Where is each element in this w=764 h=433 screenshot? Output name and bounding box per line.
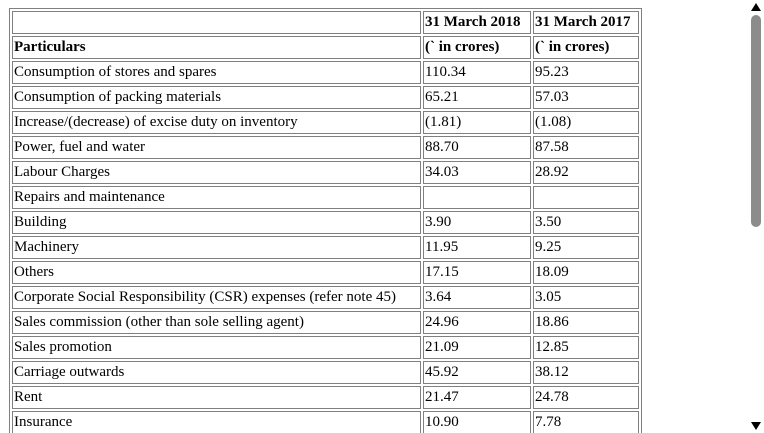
value-2017-cell: 87.58 (533, 136, 639, 159)
particulars-cell: Insurance (12, 411, 421, 433)
table-row: Machinery 11.95 9.25 (12, 236, 639, 259)
header-2018-unit: (` in crores) (423, 36, 531, 59)
table-row: Repairs and maintenance (12, 186, 639, 209)
value-2018-cell: 11.95 (423, 236, 531, 259)
header-2017-date: 31 March 2017 (533, 11, 639, 34)
value-2017-cell: 3.05 (533, 286, 639, 309)
particulars-cell: Sales promotion (12, 336, 421, 359)
value-2018-cell: 21.47 (423, 386, 531, 409)
particulars-cell: Corporate Social Responsibility (CSR) ex… (12, 286, 421, 309)
particulars-cell: Consumption of stores and spares (12, 61, 421, 84)
value-2018-cell: 21.09 (423, 336, 531, 359)
table-row: Corporate Social Responsibility (CSR) ex… (12, 286, 639, 309)
value-2018-cell: 45.92 (423, 361, 531, 384)
particulars-cell: Rent (12, 386, 421, 409)
document-viewport: 31 March 2018 31 March 2017 Particulars … (9, 8, 642, 433)
value-2018-cell: 3.90 (423, 211, 531, 234)
table-row: Sales commission (other than sole sellin… (12, 311, 639, 334)
expenses-table: 31 March 2018 31 March 2017 Particulars … (9, 8, 642, 433)
value-2018-cell: 3.64 (423, 286, 531, 309)
particulars-cell: Power, fuel and water (12, 136, 421, 159)
value-2017-cell: 28.92 (533, 161, 639, 184)
value-2018-cell: 24.96 (423, 311, 531, 334)
value-2018-cell: 65.21 (423, 86, 531, 109)
value-2018-cell: 34.03 (423, 161, 531, 184)
table-row: Consumption of stores and spares 110.34 95… (12, 61, 639, 84)
table-body: 31 March 2018 31 March 2017 Particulars … (12, 11, 639, 433)
table-header-row-2: Particulars (` in crores) (` in crores) (12, 36, 639, 59)
value-2018-cell: 110.34 (423, 61, 531, 84)
table-row: Building 3.90 3.50 (12, 211, 639, 234)
value-2017-cell: 38.12 (533, 361, 639, 384)
particulars-cell: Building (12, 211, 421, 234)
value-2017-cell: 9.25 (533, 236, 639, 259)
scroll-up-arrow-icon[interactable] (751, 3, 761, 11)
particulars-cell: Repairs and maintenance (12, 186, 421, 209)
table-row: Insurance 10.90 7.78 (12, 411, 639, 433)
table-row: Labour Charges 34.03 28.92 (12, 161, 639, 184)
value-2017-cell: 7.78 (533, 411, 639, 433)
header-2018-date: 31 March 2018 (423, 11, 531, 34)
scroll-thumb[interactable] (751, 15, 761, 227)
particulars-cell: Consumption of packing materials (12, 86, 421, 109)
value-2017-cell: 24.78 (533, 386, 639, 409)
table-row: Consumption of packing materials 65.21 57.… (12, 86, 639, 109)
value-2017-cell: 95.23 (533, 61, 639, 84)
value-2017-cell: 3.50 (533, 211, 639, 234)
value-2018-cell: 88.70 (423, 136, 531, 159)
value-2018-cell: 17.15 (423, 261, 531, 284)
value-2018-cell: 10.90 (423, 411, 531, 433)
table-row: Power, fuel and water 88.70 87.58 (12, 136, 639, 159)
value-2018-cell (423, 186, 531, 209)
header-particulars-top (12, 11, 421, 34)
value-2017-cell (533, 186, 639, 209)
table-header-row-1: 31 March 2018 31 March 2017 (12, 11, 639, 34)
particulars-cell: Sales commission (other than sole sellin… (12, 311, 421, 334)
value-2017-cell: 18.09 (533, 261, 639, 284)
header-2017-unit: (` in crores) (533, 36, 639, 59)
table-row: Sales promotion 21.09 12.85 (12, 336, 639, 359)
table-row: Others 17.15 18.09 (12, 261, 639, 284)
particulars-cell: Machinery (12, 236, 421, 259)
value-2017-cell: 57.03 (533, 86, 639, 109)
table-row: Increase/(decrease) of excise duty on in… (12, 111, 639, 134)
value-2018-cell: (1.81) (423, 111, 531, 134)
value-2017-cell: 12.85 (533, 336, 639, 359)
vertical-scrollbar[interactable] (748, 0, 764, 433)
table-row: Rent 21.47 24.78 (12, 386, 639, 409)
value-2017-cell: 18.86 (533, 311, 639, 334)
particulars-cell: Carriage outwards (12, 361, 421, 384)
particulars-cell: Others (12, 261, 421, 284)
header-particulars: Particulars (12, 36, 421, 59)
particulars-cell: Labour Charges (12, 161, 421, 184)
particulars-cell: Increase/(decrease) of excise duty on in… (12, 111, 421, 134)
table-row: Carriage outwards 45.92 38.12 (12, 361, 639, 384)
scroll-down-arrow-icon[interactable] (751, 422, 761, 430)
value-2017-cell: (1.08) (533, 111, 639, 134)
